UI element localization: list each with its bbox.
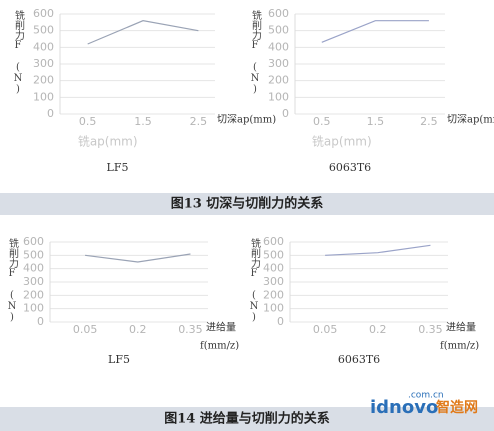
x-tick-label: 0.2 (129, 323, 147, 336)
watermark: idnovo (370, 397, 438, 418)
x-axis-label: 切深ap(mm) (217, 114, 276, 126)
y-tick-label: 200 (263, 288, 284, 301)
x-axis-label: 铣ap(mm) (312, 135, 372, 149)
data-line (321, 20, 429, 43)
y-tick-label: 500 (23, 248, 44, 261)
chart-name: LF5 (108, 353, 130, 366)
y-tick-label: 200 (23, 288, 44, 301)
x-tick-label: 0.5 (313, 115, 331, 128)
caption-band (0, 193, 494, 215)
y-tick-label: 0 (37, 315, 44, 328)
y-tick-label: 600 (33, 7, 54, 20)
y-tick-label: 300 (263, 275, 284, 288)
caption: 图13 切深与切削力的关系 (171, 196, 324, 212)
chart-name: 6063T6 (329, 161, 371, 174)
y-tick-label: 400 (268, 40, 289, 53)
y-axis-label: 铣削力F (N) (13, 9, 25, 95)
y-tick-label: 300 (23, 275, 44, 288)
y-tick-label: 500 (268, 24, 289, 37)
x-tick-label: 0.35 (418, 323, 443, 336)
data-line (85, 253, 191, 263)
y-tick-label: 100 (268, 90, 289, 103)
y-axis-label: 铣削力F (N) (250, 9, 262, 95)
y-tick-label: 100 (23, 302, 44, 315)
y-tick-label: 0 (277, 315, 284, 328)
watermark: .com.cn (408, 391, 444, 401)
caption-band (0, 407, 494, 431)
data-line (325, 244, 431, 256)
y-tick-label: 500 (33, 24, 54, 37)
x-axis-label: 进给量 (206, 321, 236, 334)
data-line (87, 20, 199, 45)
chart-name: LF5 (107, 161, 129, 174)
y-tick-label: 400 (263, 262, 284, 275)
x-axis-label: f(mm/z) (200, 341, 239, 352)
y-axis-label: 铣削力F (N) (249, 237, 261, 323)
caption: 图14 进给量与切削力的关系 (164, 411, 330, 427)
y-tick-label: 200 (33, 74, 54, 87)
x-tick-label: 0.5 (79, 115, 97, 128)
x-axis-label: 进给量 (446, 321, 476, 334)
y-tick-label: 200 (268, 74, 289, 87)
y-tick-label: 500 (263, 248, 284, 261)
y-tick-label: 600 (23, 235, 44, 248)
x-tick-label: 0.05 (313, 323, 338, 336)
y-tick-label: 400 (33, 40, 54, 53)
y-tick-label: 400 (23, 262, 44, 275)
x-tick-label: 0.05 (73, 323, 98, 336)
chart-name: 6063T6 (338, 353, 380, 366)
x-tick-label: 0.2 (369, 323, 387, 336)
y-tick-label: 600 (263, 235, 284, 248)
x-tick-label: 2.5 (190, 115, 208, 128)
y-tick-label: 0 (47, 107, 54, 120)
x-tick-label: 0.35 (178, 323, 203, 336)
y-tick-label: 0 (282, 107, 289, 120)
y-tick-label: 300 (33, 57, 54, 70)
y-tick-label: 100 (263, 302, 284, 315)
x-tick-label: 1.5 (367, 115, 385, 128)
watermark: 智造网 (435, 399, 478, 416)
x-axis-label: 切深ap(mm) (447, 114, 494, 126)
y-tick-label: 100 (33, 90, 54, 103)
x-tick-label: 2.5 (420, 115, 438, 128)
x-tick-label: 1.5 (134, 115, 152, 128)
x-axis-label: f(mm/z) (440, 341, 479, 352)
y-tick-label: 600 (268, 7, 289, 20)
x-axis-label: 铣ap(mm) (78, 135, 138, 149)
y-tick-label: 300 (268, 57, 289, 70)
y-axis-label: 铣削力F (N) (7, 237, 19, 323)
